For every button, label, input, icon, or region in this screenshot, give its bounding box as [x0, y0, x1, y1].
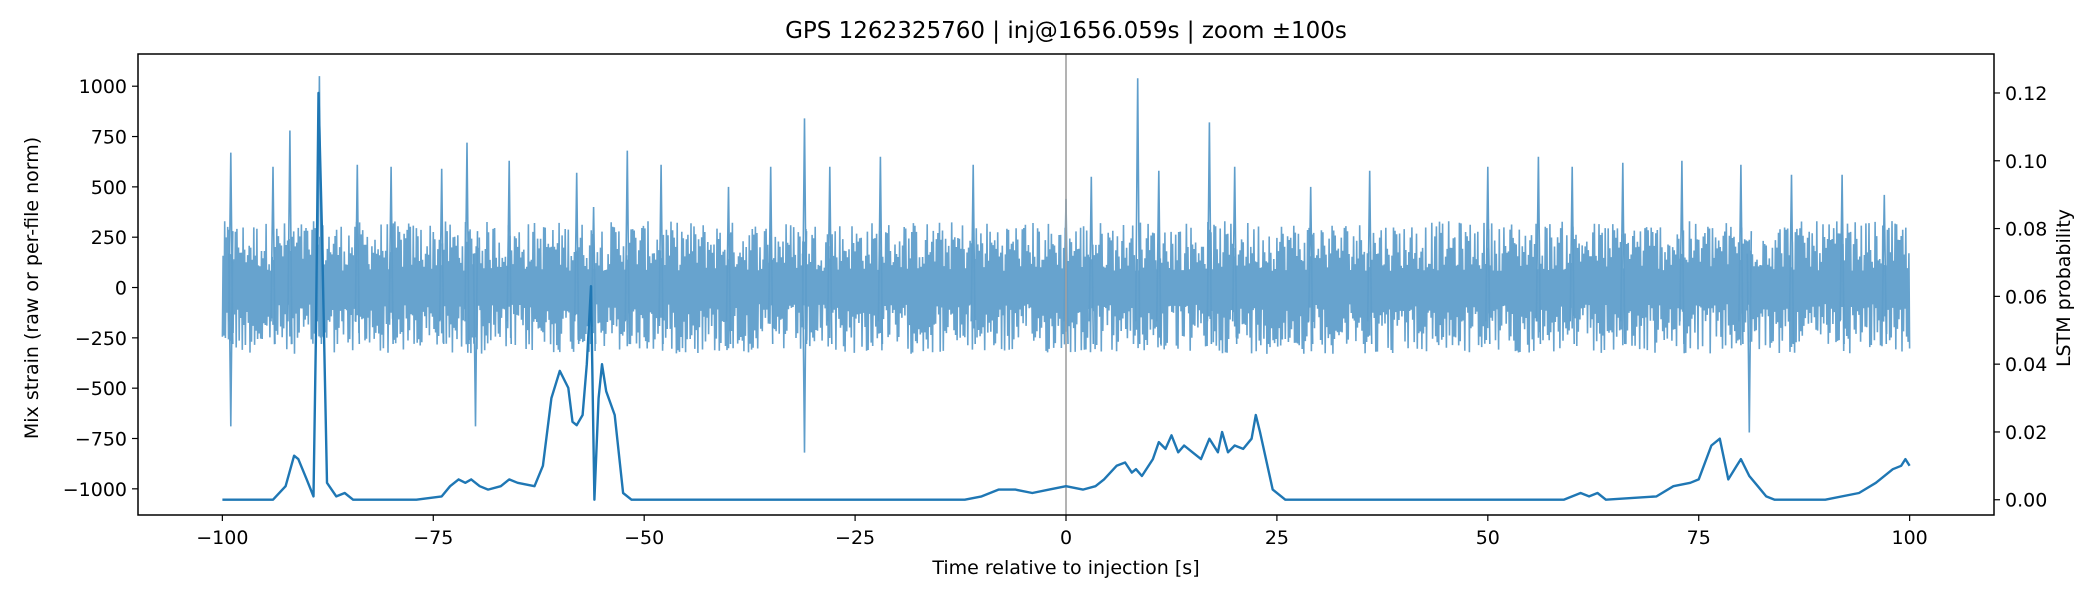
strain-peak-37	[1788, 174, 1795, 345]
strain-peak-2	[270, 166, 276, 345]
strain-peak-10	[506, 160, 512, 345]
y-right-tick-label: 0.04	[2005, 354, 2047, 376]
y-left-tick-label: 750	[91, 127, 127, 149]
x-tick-label: 25	[1265, 527, 1289, 549]
strain-peak-21	[970, 164, 976, 345]
strain-peak-33	[1620, 162, 1626, 345]
x-tick-label: 50	[1476, 527, 1500, 549]
strain-peak-19	[827, 166, 833, 345]
y-left-tick-label: −1000	[63, 479, 127, 501]
x-tick-label: −50	[624, 527, 664, 549]
x-tick-label: 75	[1687, 527, 1711, 549]
y-left-tick-label: −750	[75, 429, 127, 451]
strain-peak-36	[1746, 231, 1753, 433]
strain-peak-3	[287, 130, 293, 345]
y-axis-right-label: LSTM probability	[2053, 209, 2075, 367]
y-left-tick-label: 250	[91, 227, 127, 249]
strain-peak-23	[1088, 176, 1095, 345]
strain-peak-8	[464, 142, 470, 345]
strain-peak-31	[1535, 156, 1542, 345]
y-left-tick-label: −500	[75, 378, 127, 400]
strain-peak-20	[877, 156, 884, 345]
strain-peak-39	[1881, 194, 1888, 345]
strain-peak-14	[658, 164, 664, 345]
y-right-tick-label: 0.00	[2005, 490, 2047, 512]
strain-peak-12	[590, 206, 597, 345]
y-left-tick-label: 0	[115, 278, 127, 300]
x-axis-label: Time relative to injection [s]	[931, 557, 1199, 579]
strain-peak-24	[1134, 78, 1141, 345]
y-right-tick-label: 0.06	[2005, 286, 2047, 308]
x-tick-label: −100	[196, 527, 248, 549]
strain-peak-15	[725, 186, 732, 345]
strain-peak-38	[1839, 174, 1845, 345]
strain-peak-30	[1485, 166, 1491, 345]
strain-peak-18	[801, 231, 808, 453]
strain-peak-1	[228, 231, 234, 427]
y-right-tick-label: 0.08	[2005, 219, 2047, 241]
y-left-tick-label: −250	[75, 328, 127, 350]
strain-peak-26	[1206, 122, 1213, 345]
y-left-tick-label: 1000	[79, 76, 127, 98]
strain-peak-28	[1307, 186, 1314, 345]
x-tick-label: −75	[413, 527, 453, 549]
strain-peak-16	[767, 166, 774, 345]
strain-peak-6	[388, 166, 394, 345]
strain-peak-9	[472, 231, 479, 427]
strain-peak-7	[438, 168, 445, 345]
x-tick-label: −25	[835, 527, 875, 549]
strain-peak-29	[1366, 170, 1373, 345]
y-right-tick-label: 0.10	[2005, 151, 2047, 173]
plot-area	[221, 54, 1911, 515]
x-tick-label: 0	[1060, 527, 1072, 549]
chart-title: GPS 1262325760 | inj@1656.059s | zoom ±1…	[785, 18, 1347, 44]
y-left-tick-label: 500	[91, 177, 127, 199]
strain-peak-11	[573, 172, 580, 345]
axes: −100 −75 −50 −25 0 25 50 75 100−1000−750−500−250…	[63, 53, 2047, 549]
lstm-probability-line	[222, 91, 1911, 501]
strain-peak-32	[1569, 166, 1575, 345]
strain-peak-13	[624, 150, 631, 345]
strain-peak-34	[1679, 160, 1685, 345]
y-axis-left-label: Mix strain (raw or per-file norm)	[21, 137, 43, 439]
strain-peak-25	[1156, 170, 1162, 345]
x-tick-label: 100	[1892, 527, 1928, 549]
y-right-tick-label: 0.02	[2005, 422, 2047, 444]
y-right-tick-label: 0.12	[2005, 83, 2047, 105]
strain-peak-35	[1738, 164, 1744, 345]
strain-peak-27	[1231, 166, 1238, 345]
strain-peak-5	[354, 164, 361, 345]
